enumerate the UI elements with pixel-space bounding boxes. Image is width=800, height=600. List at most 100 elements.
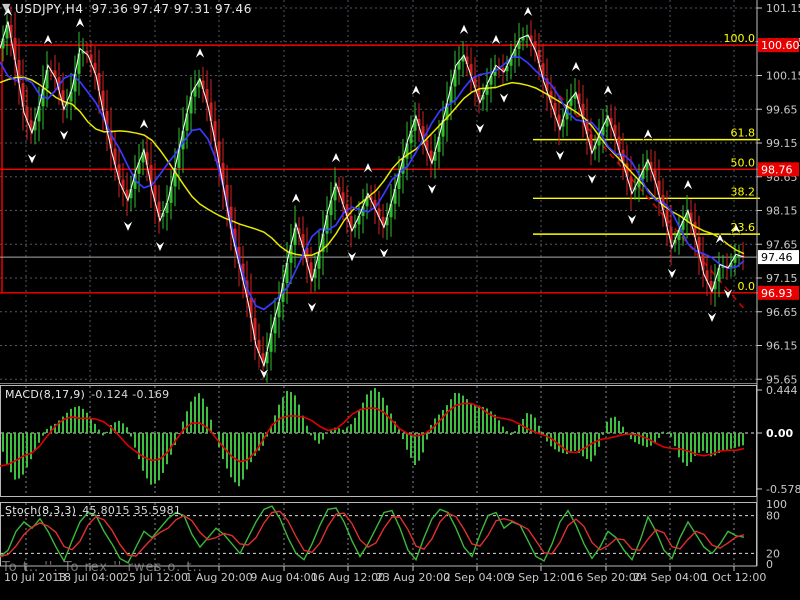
candle-body: [297, 228, 301, 235]
candle-body: [317, 251, 321, 269]
macd-histogram-bar: [402, 433, 404, 440]
fractal-down-icon: [626, 213, 638, 226]
macd-histogram-bar: [658, 433, 660, 438]
macd-histogram-bar: [130, 433, 132, 437]
candle-body: [397, 173, 401, 189]
candle-body: [617, 136, 621, 150]
main-chart-surface[interactable]: [0, 0, 757, 383]
candle-body: [649, 161, 653, 169]
macd-histogram-bar: [302, 415, 304, 433]
candle-body: [149, 164, 153, 186]
fractal-down-icon: [498, 92, 510, 105]
macd-histogram-bar: [6, 433, 8, 464]
candle-body: [257, 340, 261, 354]
candle-body: [45, 70, 49, 89]
macd-histogram-bar: [146, 433, 148, 479]
candle-body: [509, 57, 513, 66]
candle-body: [417, 118, 421, 127]
candle-body: [669, 226, 673, 244]
price-axis-label: 96.65: [766, 306, 798, 319]
macd-histogram-bar: [46, 428, 48, 433]
macd-histogram-bar: [286, 391, 288, 433]
fractal-down-icon: [378, 247, 390, 260]
candle-body: [145, 152, 149, 165]
candle-body: [609, 118, 613, 125]
macd-histogram-bar: [42, 433, 44, 436]
macd-histogram-bar: [166, 433, 168, 465]
candle-body: [81, 51, 85, 54]
candle-body: [505, 65, 509, 72]
macd-histogram-bar: [678, 433, 680, 458]
chart-marker-icon[interactable]: ▼: [2, 1, 11, 14]
macd-histogram-bar: [498, 420, 500, 433]
fib-0-badge-bg: [758, 285, 799, 300]
macd-histogram-bar: [170, 433, 172, 455]
macd-histogram-bar: [174, 433, 176, 446]
candle-body: [341, 192, 345, 205]
candle-body: [681, 221, 685, 230]
candle-body: [577, 93, 581, 104]
macd-histogram-bar: [394, 421, 396, 433]
candle-body: [117, 164, 121, 180]
stoch-axis-label: 100: [766, 498, 787, 511]
macd-histogram-bar: [94, 423, 96, 433]
candle-body: [593, 145, 597, 150]
candle-body: [177, 149, 181, 168]
candle-body: [605, 118, 609, 127]
macd-histogram-bar: [702, 433, 704, 451]
macd-histogram-bar: [418, 433, 420, 461]
macd-signal-line: [0, 402, 745, 467]
candle-body: [129, 188, 133, 199]
candle-body: [377, 208, 381, 217]
candle-body: [601, 126, 605, 136]
macd-histogram-bar: [378, 391, 380, 433]
macd-histogram-bar: [90, 417, 92, 433]
macd-histogram-bar: [710, 433, 712, 457]
macd-histogram-bar: [14, 433, 16, 480]
fractal-down-icon: [474, 122, 486, 135]
macd-histogram-bar: [190, 401, 192, 433]
macd-histogram-bar: [398, 429, 400, 433]
macd-histogram-bar: [322, 433, 324, 440]
time-axis-label: 16 Sep 20:00: [569, 571, 642, 584]
candle-body: [613, 124, 617, 137]
macd-histogram-bar: [726, 433, 728, 450]
macd-histogram-bar: [642, 433, 644, 446]
candle-body: [169, 186, 173, 203]
candle-body: [641, 170, 645, 179]
macd-histogram-bar: [662, 431, 664, 433]
macd-histogram-bar: [502, 426, 504, 433]
candle-body: [265, 351, 269, 364]
fractal-up-icon: [714, 232, 726, 245]
candle-body: [537, 49, 541, 64]
macd-histogram-bar: [550, 433, 552, 447]
macd-panel-surface[interactable]: [0, 385, 757, 497]
candle-body: [1, 38, 5, 49]
time-axis-label: 10 Jul 2013: [4, 571, 66, 584]
candle-body: [329, 200, 333, 216]
macd-histogram-bar: [574, 433, 576, 451]
candle-body: [337, 186, 341, 193]
macd-histogram-bar: [422, 433, 424, 453]
macd-histogram-bar: [414, 433, 416, 466]
candle-body: [253, 318, 257, 341]
macd-histogram-bar: [618, 420, 620, 433]
macd-histogram-bar: [446, 405, 448, 433]
macd-histogram-bar: [558, 433, 560, 452]
macd-histogram-bar: [682, 433, 684, 463]
candle-body: [249, 297, 253, 319]
candle-body: [597, 135, 601, 146]
trendline: [544, 78, 746, 311]
macd-histogram-bar: [650, 433, 652, 446]
macd-histogram-bar: [582, 433, 584, 457]
candle-body: [565, 105, 569, 120]
macd-histogram-bar: [74, 407, 76, 433]
macd-histogram-bar: [686, 433, 688, 467]
macd-histogram-bar: [698, 433, 700, 453]
candle-body: [121, 179, 125, 190]
price-axis-label: 96.15: [766, 340, 798, 353]
macd-histogram-bar: [370, 390, 372, 433]
macd-histogram-bar: [514, 431, 516, 433]
candle-body: [113, 148, 117, 165]
